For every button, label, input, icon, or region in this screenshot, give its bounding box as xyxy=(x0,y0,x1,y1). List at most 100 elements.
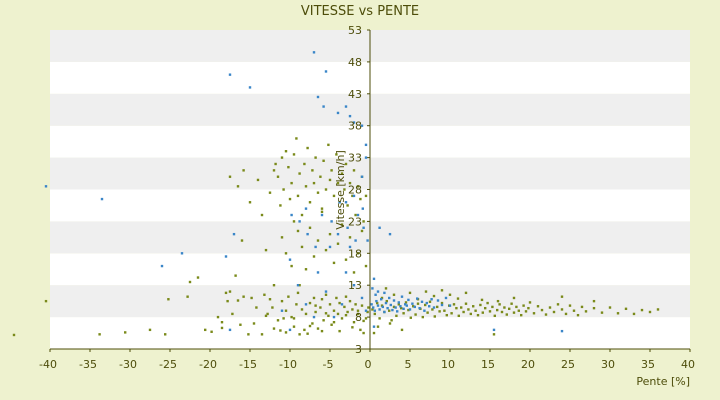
data-point-olive xyxy=(298,284,301,287)
data-point-olive xyxy=(450,312,453,315)
data-point-blue xyxy=(420,300,424,303)
data-point-olive xyxy=(319,306,322,309)
data-point-blue xyxy=(372,277,376,281)
data-point-olive xyxy=(372,331,376,335)
data-point-olive xyxy=(280,236,284,239)
data-point-blue xyxy=(344,201,348,204)
data-point-olive xyxy=(335,296,338,300)
data-point-olive xyxy=(256,178,260,182)
data-point-olive xyxy=(304,185,308,188)
data-point-blue xyxy=(248,86,252,89)
data-point-olive xyxy=(220,326,224,330)
data-point-olive xyxy=(300,308,304,311)
data-point-olive xyxy=(290,315,293,319)
data-point-olive xyxy=(292,153,296,156)
data-point-olive xyxy=(319,175,322,178)
x-tick-label: -40 xyxy=(39,358,57,371)
data-point-olive xyxy=(492,333,496,336)
data-point-olive xyxy=(395,314,398,318)
data-point-olive xyxy=(300,213,304,217)
data-point-olive xyxy=(290,264,293,268)
data-point-blue xyxy=(448,304,452,307)
data-point-olive xyxy=(226,299,229,303)
data-point-olive xyxy=(272,284,276,287)
data-point-blue xyxy=(440,303,444,307)
data-point-olive xyxy=(366,310,369,314)
data-point-olive xyxy=(260,333,264,336)
data-point-olive xyxy=(306,146,309,150)
data-point-olive xyxy=(316,191,320,194)
data-point-olive xyxy=(556,303,560,306)
data-point-olive xyxy=(508,307,511,311)
data-point-olive xyxy=(304,312,308,316)
data-point-olive xyxy=(335,153,338,156)
data-point-blue xyxy=(348,114,352,118)
data-point-olive xyxy=(287,165,290,169)
data-point-olive xyxy=(632,312,636,316)
data-point-olive xyxy=(280,156,284,159)
data-point-olive xyxy=(392,305,396,309)
data-point-olive xyxy=(460,306,463,309)
data-point-olive xyxy=(656,308,660,311)
data-point-blue xyxy=(288,328,292,332)
data-point-olive xyxy=(352,321,356,324)
x-tick-label: 35 xyxy=(641,358,655,371)
data-point-olive xyxy=(196,276,200,279)
data-point-olive xyxy=(336,181,340,185)
data-point-olive xyxy=(274,162,277,166)
data-point-olive xyxy=(324,188,328,191)
data-point-olive xyxy=(314,156,317,159)
data-point-blue xyxy=(290,213,293,217)
data-point-olive xyxy=(148,328,152,332)
data-point-olive xyxy=(371,308,374,311)
data-point-olive xyxy=(344,162,348,166)
data-point-blue xyxy=(224,255,228,258)
data-point-olive xyxy=(388,322,392,325)
data-point-olive xyxy=(481,311,484,314)
data-point-olive xyxy=(552,310,556,314)
data-point-olive xyxy=(445,313,448,317)
data-point-blue xyxy=(296,284,300,287)
data-point-olive xyxy=(414,313,417,316)
data-point-olive xyxy=(236,299,240,302)
data-point-olive xyxy=(436,305,439,309)
data-point-olive xyxy=(348,181,352,185)
data-point-blue xyxy=(344,271,348,274)
x-tick-label: -30 xyxy=(119,358,137,371)
data-point-olive xyxy=(300,245,304,249)
data-point-olive xyxy=(322,319,325,322)
data-point-olive xyxy=(376,325,380,328)
data-point-blue xyxy=(376,304,380,307)
data-point-olive xyxy=(328,178,332,182)
data-point-olive xyxy=(308,201,312,204)
data-point-olive xyxy=(390,319,393,322)
data-point-olive xyxy=(282,188,285,191)
data-point-olive xyxy=(380,296,384,300)
data-point-olive xyxy=(312,255,316,258)
data-point-olive xyxy=(263,293,266,296)
data-point-olive xyxy=(412,305,415,308)
data-point-olive xyxy=(247,333,250,336)
data-point-olive xyxy=(346,310,349,314)
data-point-blue xyxy=(432,306,436,309)
data-point-olive xyxy=(348,236,352,239)
x-tick-label: 15 xyxy=(481,358,495,371)
data-point-olive xyxy=(295,303,298,306)
data-point-olive xyxy=(424,303,427,307)
data-point-olive xyxy=(308,324,312,328)
x-tick-label: 20 xyxy=(521,358,535,371)
data-point-olive xyxy=(327,314,330,318)
data-point-olive xyxy=(312,296,316,300)
data-point-blue xyxy=(356,213,360,217)
data-point-olive xyxy=(328,232,332,236)
data-point-olive xyxy=(292,325,296,328)
data-point-olive xyxy=(236,185,240,188)
y-tick-label: 8 xyxy=(355,311,362,324)
data-point-olive xyxy=(216,315,220,319)
data-point-blue xyxy=(560,329,564,333)
data-point-blue xyxy=(436,299,440,302)
data-point-olive xyxy=(532,312,536,315)
data-point-blue xyxy=(354,239,357,242)
data-point-olive xyxy=(284,252,288,255)
